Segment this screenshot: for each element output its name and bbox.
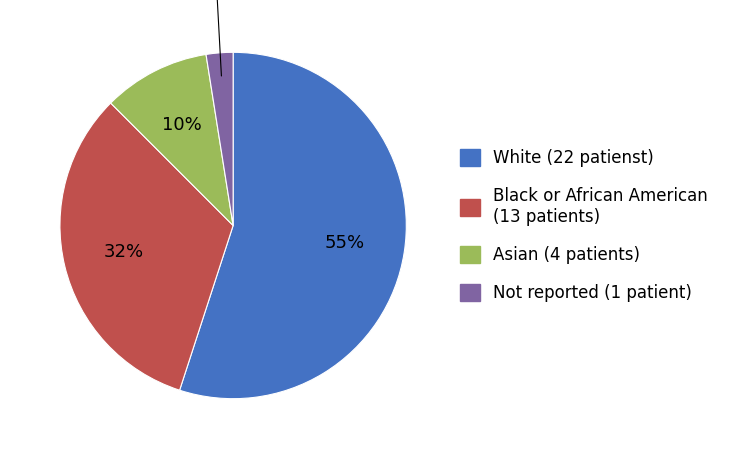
Text: 55%: 55% (324, 234, 365, 252)
Legend: White (22 patienst), Black or African American
(13 patients), Asian (4 patients): White (22 patienst), Black or African Am… (459, 149, 708, 302)
Text: 3%: 3% (202, 0, 230, 76)
Wedge shape (180, 52, 406, 399)
Text: 32%: 32% (104, 243, 144, 261)
Text: 10%: 10% (162, 116, 202, 134)
Wedge shape (206, 52, 233, 226)
Wedge shape (60, 103, 233, 390)
Wedge shape (111, 55, 233, 226)
